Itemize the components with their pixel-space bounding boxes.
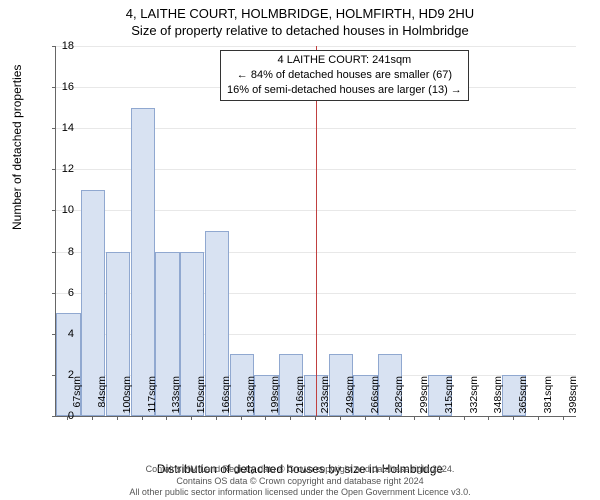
xtick-label: 117sqm — [146, 376, 158, 422]
xtick-mark — [290, 416, 291, 420]
info-line-1: 4 LAITHE COURT: 241sqm — [227, 53, 462, 68]
attribution-line-1: Contains HM Land Registry data © Crown c… — [0, 464, 600, 475]
attribution-line-2: Contains OS data © Crown copyright and d… — [0, 476, 600, 487]
xtick-mark — [538, 416, 539, 420]
xtick-mark — [117, 416, 118, 420]
info-line-3: 16% of semi-detached houses are larger (… — [227, 83, 462, 98]
xtick-label: 166sqm — [220, 376, 232, 422]
title-subtitle: Size of property relative to detached ho… — [0, 21, 600, 38]
xtick-label: 266sqm — [369, 376, 381, 422]
xtick-mark — [365, 416, 366, 420]
xtick-mark — [563, 416, 564, 420]
xtick-label: 100sqm — [121, 376, 133, 422]
xtick-mark — [166, 416, 167, 420]
xtick-label: 133sqm — [170, 376, 182, 422]
xtick-mark — [464, 416, 465, 420]
xtick-label: 299sqm — [418, 376, 430, 422]
xtick-mark — [340, 416, 341, 420]
xtick-mark — [439, 416, 440, 420]
attribution: Contains HM Land Registry data © Crown c… — [0, 464, 600, 498]
plot-region — [55, 46, 576, 417]
xtick-label: 332sqm — [468, 376, 480, 422]
ytick-label: 16 — [54, 81, 74, 93]
ytick-label: 14 — [54, 122, 74, 134]
xtick-label: 282sqm — [393, 376, 405, 422]
xtick-mark — [191, 416, 192, 420]
xtick-mark — [513, 416, 514, 420]
xtick-label: 249sqm — [344, 376, 356, 422]
title-address: 4, LAITHE COURT, HOLMBRIDGE, HOLMFIRTH, … — [0, 0, 600, 21]
ytick-label: 6 — [54, 287, 74, 299]
xtick-label: 348sqm — [492, 376, 504, 422]
xtick-label: 315sqm — [443, 376, 455, 422]
chart-container: 4, LAITHE COURT, HOLMBRIDGE, HOLMFIRTH, … — [0, 0, 600, 500]
xtick-mark — [92, 416, 93, 420]
info-line-2: ← 84% of detached houses are smaller (67… — [227, 68, 462, 83]
ytick-label: 0 — [54, 410, 74, 422]
xtick-mark — [265, 416, 266, 420]
info-box: 4 LAITHE COURT: 241sqm ← 84% of detached… — [220, 50, 469, 101]
xtick-label: 365sqm — [517, 376, 529, 422]
ytick-label: 10 — [54, 204, 74, 216]
ytick-label: 8 — [54, 246, 74, 258]
ytick-label: 18 — [54, 40, 74, 52]
xtick-label: 183sqm — [245, 376, 257, 422]
xtick-mark — [414, 416, 415, 420]
xtick-mark — [216, 416, 217, 420]
xtick-label: 398sqm — [567, 376, 579, 422]
xtick-label: 233sqm — [319, 376, 331, 422]
y-axis-label: Number of detached properties — [10, 65, 24, 230]
xtick-mark — [488, 416, 489, 420]
xtick-mark — [142, 416, 143, 420]
xtick-label: 150sqm — [195, 376, 207, 422]
ytick-label: 12 — [54, 163, 74, 175]
xtick-label: 381sqm — [542, 376, 554, 422]
ytick-label: 2 — [54, 369, 74, 381]
xtick-label: 199sqm — [269, 376, 281, 422]
xtick-label: 216sqm — [294, 376, 306, 422]
xtick-label: 84sqm — [96, 376, 108, 422]
xtick-mark — [241, 416, 242, 420]
ytick-label: 4 — [54, 328, 74, 340]
histogram-bar — [131, 108, 155, 416]
xtick-mark — [315, 416, 316, 420]
xtick-mark — [389, 416, 390, 420]
marker-line — [316, 46, 317, 416]
chart-area: 4 LAITHE COURT: 241sqm ← 84% of detached… — [55, 46, 575, 416]
attribution-line-3: All other public sector information lice… — [0, 487, 600, 498]
